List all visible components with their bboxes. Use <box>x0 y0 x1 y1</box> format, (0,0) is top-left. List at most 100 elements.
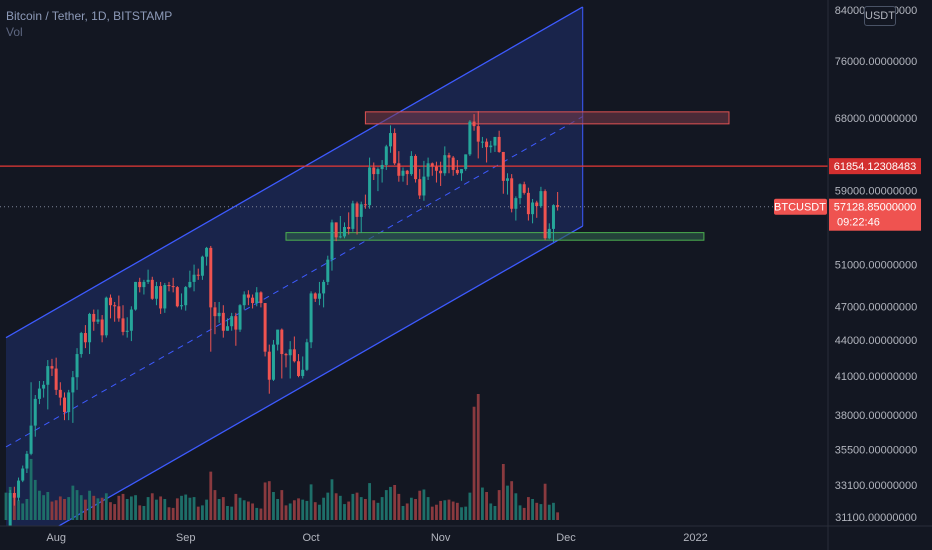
candle[interactable] <box>259 292 263 304</box>
candle[interactable] <box>414 155 418 180</box>
candle[interactable] <box>455 169 459 174</box>
candle[interactable] <box>88 313 92 343</box>
candle[interactable] <box>543 191 547 239</box>
candle[interactable] <box>309 293 313 343</box>
candle[interactable] <box>159 286 163 309</box>
candle[interactable] <box>351 203 355 229</box>
candle[interactable] <box>505 178 509 181</box>
candle[interactable] <box>167 285 171 287</box>
candle[interactable] <box>451 157 455 170</box>
candle[interactable] <box>29 425 33 454</box>
candle[interactable] <box>83 333 87 343</box>
candle[interactable] <box>489 145 493 148</box>
candle[interactable] <box>401 170 405 176</box>
candle[interactable] <box>255 292 259 304</box>
candle[interactable] <box>338 236 342 238</box>
candle[interactable] <box>25 453 29 469</box>
candle[interactable] <box>347 227 351 229</box>
candle[interactable] <box>284 354 288 356</box>
candle[interactable] <box>75 354 79 378</box>
candle[interactable] <box>134 281 138 310</box>
candle[interactable] <box>96 319 100 322</box>
candle[interactable] <box>443 155 447 174</box>
candle[interactable] <box>439 170 443 174</box>
candle[interactable] <box>71 377 75 393</box>
candle[interactable] <box>271 344 275 380</box>
candle[interactable] <box>225 326 229 331</box>
candle[interactable] <box>163 285 167 309</box>
candle[interactable] <box>138 281 142 288</box>
candle[interactable] <box>447 155 451 158</box>
candle[interactable] <box>58 389 62 398</box>
candle[interactable] <box>497 136 501 152</box>
channel-median-line[interactable] <box>5 116 583 448</box>
candle[interactable] <box>50 366 54 369</box>
candle[interactable] <box>196 274 200 276</box>
candle[interactable] <box>276 329 280 345</box>
candle[interactable] <box>556 205 560 207</box>
candle[interactable] <box>460 169 464 174</box>
candle[interactable] <box>501 151 505 181</box>
symbol-title[interactable]: Bitcoin / Tether, 1D, BITSTAMP <box>6 9 173 23</box>
candle[interactable] <box>117 306 121 319</box>
candle[interactable] <box>79 333 83 355</box>
candle[interactable] <box>129 309 133 331</box>
candle[interactable] <box>205 247 209 257</box>
candle[interactable] <box>393 133 397 164</box>
candle[interactable] <box>209 247 213 308</box>
candle[interactable] <box>430 163 434 167</box>
candle[interactable] <box>317 293 321 299</box>
candle[interactable] <box>154 286 158 299</box>
candle[interactable] <box>322 281 326 294</box>
candle[interactable] <box>217 312 221 317</box>
candle[interactable] <box>21 468 25 481</box>
candle[interactable] <box>535 202 539 207</box>
candle[interactable] <box>108 297 112 306</box>
candle[interactable] <box>171 286 175 288</box>
candle[interactable] <box>409 155 413 175</box>
candle[interactable] <box>46 366 50 385</box>
candle[interactable] <box>234 316 238 330</box>
candle[interactable] <box>522 184 526 193</box>
candle[interactable] <box>221 312 225 331</box>
candle[interactable] <box>531 202 535 215</box>
candle[interactable] <box>326 259 330 282</box>
candle[interactable] <box>405 170 409 175</box>
channel-upper-line[interactable] <box>5 6 584 339</box>
candle[interactable] <box>334 222 338 238</box>
candle[interactable] <box>37 388 41 399</box>
candle[interactable] <box>330 222 334 260</box>
candle[interactable] <box>301 369 305 376</box>
candle[interactable] <box>363 204 367 206</box>
candle[interactable] <box>33 398 37 426</box>
candle[interactable] <box>175 287 179 307</box>
candle[interactable] <box>230 316 234 327</box>
candle[interactable] <box>113 305 117 307</box>
candle[interactable] <box>297 361 301 376</box>
candle[interactable] <box>422 176 426 196</box>
candle[interactable] <box>526 192 530 215</box>
candle[interactable] <box>188 281 192 288</box>
candle[interactable] <box>200 256 204 276</box>
candle[interactable] <box>213 307 217 317</box>
candle[interactable] <box>100 319 104 336</box>
candle[interactable] <box>476 126 480 142</box>
candle[interactable] <box>17 480 21 498</box>
candle[interactable] <box>388 133 392 147</box>
candle[interactable] <box>242 294 246 306</box>
support-zone[interactable] <box>285 232 705 241</box>
candle[interactable] <box>67 392 71 413</box>
candle[interactable] <box>288 349 292 356</box>
candle[interactable] <box>251 297 255 304</box>
candle[interactable] <box>376 169 380 175</box>
candle[interactable] <box>359 204 363 217</box>
candle[interactable] <box>12 492 16 498</box>
candle[interactable] <box>472 121 476 127</box>
candle[interactable] <box>104 297 108 336</box>
candle[interactable] <box>192 274 196 282</box>
candle[interactable] <box>305 342 309 370</box>
candle[interactable] <box>121 318 125 332</box>
candle[interactable] <box>434 166 438 171</box>
candle[interactable] <box>343 227 347 237</box>
